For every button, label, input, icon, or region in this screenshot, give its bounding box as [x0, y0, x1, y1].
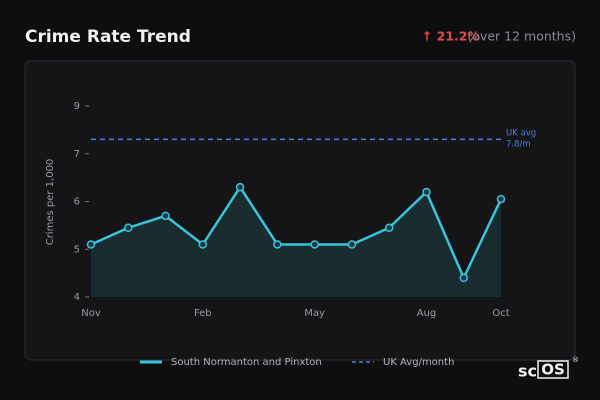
y-axis-title: Crimes per 1,000	[45, 159, 56, 246]
point	[496, 194, 506, 204]
y-tick-label: 9	[74, 101, 80, 112]
y-tick-label: 7	[74, 149, 80, 160]
logo-text: OS	[541, 361, 565, 379]
series-line	[90, 185, 503, 280]
title: Crime Rate Trend	[25, 27, 191, 47]
x-tick-label: Aug	[417, 308, 437, 319]
legend-label: South Normanton and Pinxton	[171, 357, 322, 368]
point	[273, 240, 282, 249]
point	[347, 240, 357, 249]
y-tick-label: 5	[74, 244, 80, 255]
x-tick-label: May	[304, 308, 325, 319]
point	[86, 240, 96, 249]
annotation: UK avg	[506, 129, 536, 139]
x-tick-label: Feb	[194, 308, 212, 319]
logo-box	[537, 360, 569, 379]
point	[124, 223, 133, 233]
point	[235, 182, 245, 192]
y-tick-label: 6	[74, 197, 80, 208]
x-tick-label: Nov	[81, 308, 101, 319]
x-tick-label: Oct	[492, 308, 509, 319]
point	[422, 187, 431, 197]
logo-text: sc	[518, 362, 537, 381]
point	[384, 223, 394, 233]
point	[310, 240, 319, 249]
logo-mark: ®	[572, 356, 579, 364]
panel	[24, 60, 576, 361]
period: (over 12 months)	[467, 29, 576, 44]
point	[161, 211, 170, 221]
point	[459, 273, 468, 283]
y-tick-label: 4	[74, 292, 80, 303]
point	[198, 240, 208, 249]
legend-label: UK Avg/month	[383, 357, 454, 368]
area	[91, 187, 501, 297]
annotation: 7.8/m	[506, 140, 531, 150]
change: ↑ 21.2%	[422, 29, 481, 44]
